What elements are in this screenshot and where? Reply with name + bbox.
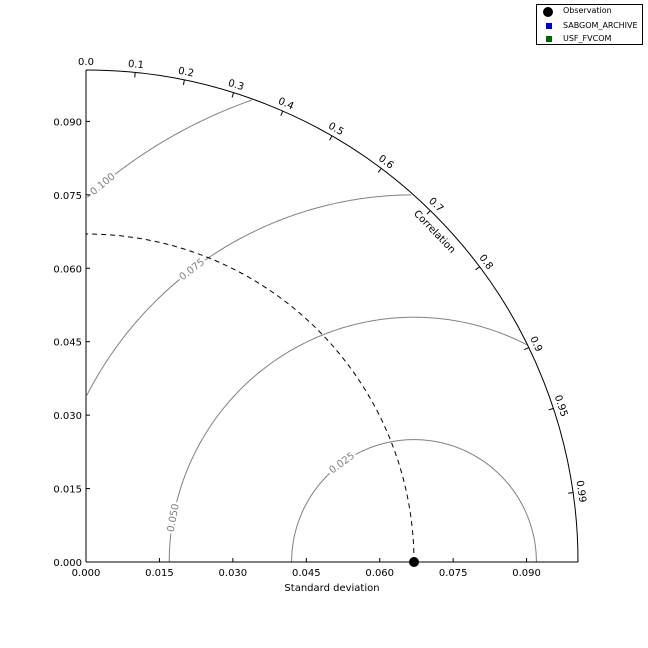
corr-tick-mark: [231, 92, 235, 98]
rms-contour: [291, 439, 537, 563]
rms-label-bg: [175, 255, 209, 284]
sabgom-marker-icon: [546, 23, 552, 29]
x-tick-label: 0.075: [439, 568, 468, 579]
usf-fvcom-marker-icon: [546, 36, 552, 42]
rms-contour-label: 0.050: [166, 503, 182, 533]
corr-tick-mark: [280, 110, 284, 116]
corr-tick-label: 0.3: [227, 78, 245, 93]
observation-point: [409, 557, 419, 567]
rms-contours: 0.025 0.050 0.075 0.100: [86, 99, 537, 563]
x-tick-label: 0.060: [365, 568, 394, 579]
corr-tick-label: 0.99: [573, 480, 587, 504]
corr-tick-mark: [377, 168, 382, 173]
corr-ticks: 0.0 0.10.20.30.40.50.60.70.80.90.950.99: [78, 57, 587, 503]
legend: Observation SABGOM_ARCHIVE USF_FVCOM: [536, 4, 643, 45]
corr-tick-mark: [182, 79, 185, 85]
x-axis-label: Standard deviation: [284, 583, 379, 594]
corr-tick-mark: [329, 135, 333, 141]
x-tick-label: 0.000: [72, 568, 101, 579]
legend-label: SABGOM_ARCHIVE: [563, 21, 638, 30]
data-points: [409, 557, 419, 567]
y-tick-label: 0.000: [53, 558, 82, 569]
corr-tick-label: 0.5: [326, 121, 345, 138]
y-tick-label: 0.090: [53, 117, 82, 128]
corr-tick-label: 0.95: [552, 394, 569, 419]
correlation-arc: [85, 69, 579, 563]
y-tick-label: 0.060: [53, 264, 82, 275]
rms-contour: [168, 316, 528, 563]
x-tick-label: 0.090: [512, 568, 541, 579]
rms-label-bg: [325, 448, 359, 478]
legend-item-observation: Observation: [537, 5, 644, 18]
corr-tick-label: 0.6: [376, 153, 395, 171]
corr-tick-label: 0.9: [527, 335, 544, 354]
corr-tick-label: 0.1: [127, 59, 144, 72]
corr-tick-mark: [568, 492, 574, 494]
axes: [85, 69, 579, 563]
rms-contour-label: 0.025: [327, 451, 357, 477]
observation-marker-icon: [543, 7, 553, 17]
corr-tick-mark: [548, 407, 554, 411]
corr-tick-mark: [426, 210, 431, 215]
corr-tick-mark: [475, 266, 480, 271]
reference-std-arc-path: [85, 233, 415, 563]
rms-label-bg: [86, 169, 119, 199]
corr-tick-label: 0.0: [78, 57, 94, 68]
legend-item-usf-fvcom: USF_FVCOM: [537, 33, 644, 46]
x-tick-label: 0.015: [145, 568, 174, 579]
y-tick-label: 0.015: [53, 485, 82, 496]
legend-item-sabgom: SABGOM_ARCHIVE: [537, 19, 644, 32]
y-tick-label: 0.045: [53, 338, 82, 349]
rms-label-bg: [164, 500, 183, 535]
y-tick-label: 0.030: [53, 411, 82, 422]
rms-contour-label: 0.100: [88, 171, 117, 198]
corr-tick-mark: [524, 347, 530, 351]
y-tick-label: 0.075: [53, 191, 82, 202]
legend-label: Observation: [563, 6, 612, 15]
corr-tick-label: 0.8: [476, 253, 494, 272]
rms-contour-label: 0.075: [178, 257, 207, 283]
corr-tick-label: 0.2: [177, 66, 195, 80]
x-tick-label: 0.045: [292, 568, 321, 579]
corr-tick-mark: [134, 72, 136, 78]
x-tick-label: 0.030: [219, 568, 248, 579]
reference-std-arc: [85, 233, 415, 563]
rms-contour: [86, 194, 412, 396]
legend-label: USF_FVCOM: [563, 34, 612, 43]
